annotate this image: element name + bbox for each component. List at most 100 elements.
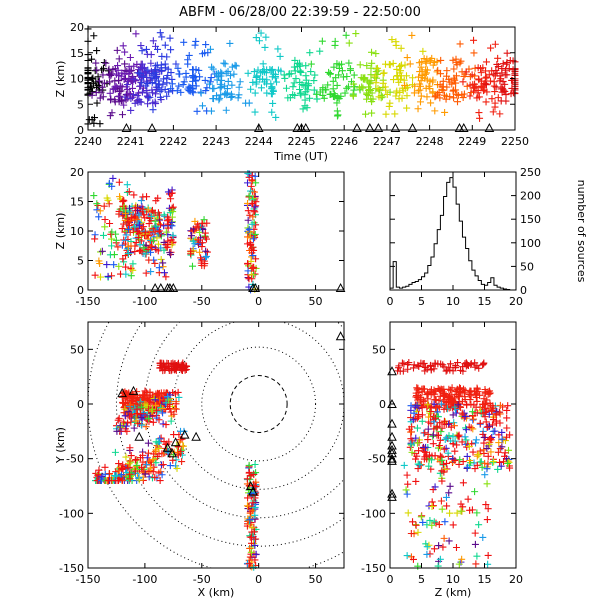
plan-station-marker xyxy=(134,431,145,441)
yvz-source-point xyxy=(437,360,445,368)
plan-points xyxy=(92,359,260,571)
hvt-source-point xyxy=(468,71,476,79)
hvt-source-point xyxy=(344,83,352,91)
histogram-step-line xyxy=(389,177,516,291)
hvx-source-point xyxy=(151,244,159,252)
yvz-source-point xyxy=(475,521,483,529)
yvz-source-point xyxy=(437,386,445,394)
plan-source-point xyxy=(153,453,161,461)
hvt-source-point xyxy=(96,94,104,102)
hvt-source-point xyxy=(263,89,271,97)
yvz-source-point xyxy=(421,367,429,375)
hvt-station-marker xyxy=(300,122,311,132)
yvz-source-point xyxy=(412,434,420,442)
hvt-source-point xyxy=(120,101,128,109)
hvt-source-point xyxy=(188,87,196,95)
hvt-source-point xyxy=(88,75,96,83)
yvz-source-point xyxy=(403,490,411,498)
plan-source-point xyxy=(166,462,174,470)
plan-station-marker xyxy=(128,385,139,395)
hvt-y-tick-label: 15 xyxy=(70,47,84,60)
hvt-source-point xyxy=(90,32,98,40)
hvt-source-point xyxy=(268,108,276,116)
hvt-source-point xyxy=(490,78,498,86)
yvz-source-point xyxy=(483,396,491,404)
yvz-source-point xyxy=(452,409,460,417)
hvt-source-point xyxy=(135,96,143,104)
yvz-source-point xyxy=(428,521,436,529)
plan-source-point xyxy=(146,464,154,472)
yvz-source-point xyxy=(409,416,417,424)
yvz-source-point xyxy=(429,431,437,439)
hvx-source-point xyxy=(119,198,127,206)
plan-source-point xyxy=(115,414,123,422)
yvz-source-point xyxy=(400,461,408,469)
hvx-source-point xyxy=(124,249,132,257)
hvt-source-point xyxy=(454,98,462,106)
hvt-source-point xyxy=(249,78,257,86)
yvz-source-point xyxy=(412,477,420,485)
yvz-source-point xyxy=(410,361,418,369)
plan-source-point xyxy=(127,452,135,460)
plan-source-point xyxy=(101,463,109,471)
yvz-source-point xyxy=(439,543,447,551)
plan-source-point xyxy=(114,477,122,485)
yvz-source-point xyxy=(472,560,480,568)
plan-source-point xyxy=(132,456,140,464)
hvx-source-point xyxy=(249,252,257,260)
hvt-source-point xyxy=(397,67,405,75)
hvt-source-point xyxy=(459,78,467,86)
hvt-source-point xyxy=(349,92,357,100)
hvx-source-point xyxy=(125,222,133,230)
plan-source-point xyxy=(159,461,167,469)
plan-source-point xyxy=(159,367,167,375)
hvt-source-point xyxy=(196,73,204,81)
hvt-source-point xyxy=(367,64,375,72)
hvt-source-point xyxy=(490,70,498,78)
hvt-x-tick-label: 2248 xyxy=(416,135,444,148)
hvt-source-point xyxy=(292,75,300,83)
yvz-source-point xyxy=(431,483,439,491)
hvt-source-point xyxy=(228,92,236,100)
hvx-source-point xyxy=(123,181,131,189)
plan-source-point xyxy=(130,424,138,432)
hvt-source-point xyxy=(307,60,315,68)
hvx-source-point xyxy=(245,225,253,233)
hvt-source-point xyxy=(388,36,396,44)
hvt-source-point xyxy=(218,76,226,84)
hvt-source-point xyxy=(342,31,350,39)
hvx-x-tick-label: 50 xyxy=(309,295,323,308)
hvt-source-point xyxy=(305,80,313,88)
hvx-source-point xyxy=(202,252,210,260)
hvt-source-point xyxy=(106,112,114,120)
hvx-source-point xyxy=(142,269,150,277)
yvz-source-point xyxy=(438,505,446,513)
hvt-source-point xyxy=(331,92,339,100)
hvt-source-point xyxy=(161,41,169,49)
yvz-source-point xyxy=(418,404,426,412)
yvz-source-point xyxy=(428,502,436,510)
yvz-source-point xyxy=(454,359,462,367)
plan-source-point xyxy=(152,446,160,454)
yvz-source-point xyxy=(413,424,421,432)
yvz-x-tick-label: 15 xyxy=(478,573,492,586)
hvx-source-point xyxy=(248,220,256,228)
plan-source-point xyxy=(141,387,149,395)
yvz-source-point xyxy=(451,447,459,455)
yvz-source-point xyxy=(409,555,417,563)
plan-source-point xyxy=(157,404,165,412)
hvx-source-point xyxy=(243,240,251,248)
hvt-source-point xyxy=(136,69,144,77)
hvt-source-point xyxy=(262,33,270,41)
yvz-source-point xyxy=(445,432,453,440)
hvx-source-point xyxy=(250,207,258,215)
panel-height-histogram: 0 5 10 15 20 0 50 100 150 200 250 number of sourc… xyxy=(387,166,589,308)
hvt-source-point xyxy=(313,90,321,98)
plan-source-point xyxy=(142,423,150,431)
plan-source-point xyxy=(115,460,123,468)
yvz-source-point xyxy=(446,509,454,517)
hvt-x-tick-label: 2241 xyxy=(117,135,145,148)
yvz-source-point xyxy=(425,541,433,549)
hvt-source-point xyxy=(462,68,470,76)
hvt-source-point xyxy=(363,62,371,70)
